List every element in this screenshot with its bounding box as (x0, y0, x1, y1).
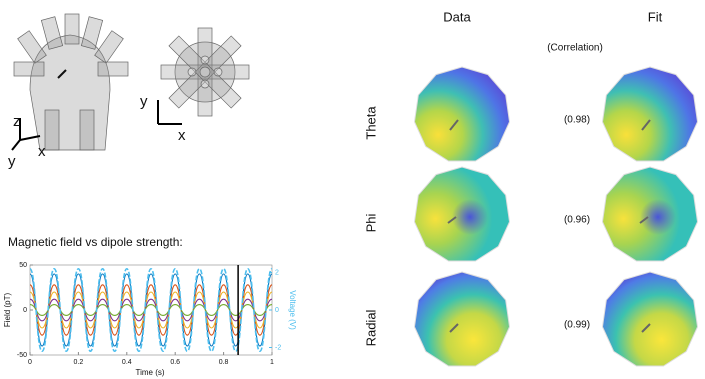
row-label: Theta (363, 106, 378, 140)
correlation: (0.99) (564, 320, 590, 331)
figure: z y x y x Magnetic field vs dipole stren… (0, 0, 705, 379)
chart-title: Magnetic field vs dipole strength: (8, 235, 183, 249)
row-label: Radial (363, 309, 378, 346)
correlation: (0.96) (564, 215, 590, 226)
y-tick-label: 0 (23, 307, 27, 314)
x-tick-label: 0 (28, 359, 32, 366)
axis-label: y (8, 153, 16, 170)
x-tick-label: 0.6 (170, 359, 180, 366)
y2-tick-label: -2 (275, 344, 281, 351)
topography-map (414, 67, 509, 161)
x-tick-label: 0.4 (122, 359, 132, 366)
y-tick-label: -50 (17, 352, 27, 359)
x-axis-label: Time (s) (135, 368, 164, 377)
topography-map (602, 272, 697, 366)
axis-label: y (140, 93, 148, 110)
helmet-top (161, 28, 249, 116)
plot-area (30, 265, 272, 355)
helmet-side (14, 14, 128, 150)
correlation: (0.98) (564, 115, 590, 126)
topography-map (602, 67, 697, 161)
topography-blob (640, 199, 676, 235)
x-tick-label: 0.2 (74, 359, 84, 366)
y2-axis-label: Voltage (V) (288, 290, 297, 330)
y-tick-label: 50 (19, 262, 27, 269)
column-header: Fit (648, 9, 663, 24)
x-tick-label: 0.8 (219, 359, 229, 366)
y2-tick-label: 0 (275, 307, 279, 314)
topography-map (414, 272, 509, 366)
correlation-header: (Correlation) (547, 43, 603, 54)
y-axis-label: Field (pT) (3, 293, 12, 328)
axis-label: x (178, 127, 186, 144)
y2-tick-label: 2 (275, 269, 279, 276)
x-tick-label: 1 (270, 359, 274, 366)
row-label: Phi (363, 213, 378, 232)
column-header: Data (443, 9, 471, 24)
axis-label: z (13, 113, 21, 130)
topography-blob (452, 199, 488, 235)
axis-label: x (38, 143, 46, 160)
